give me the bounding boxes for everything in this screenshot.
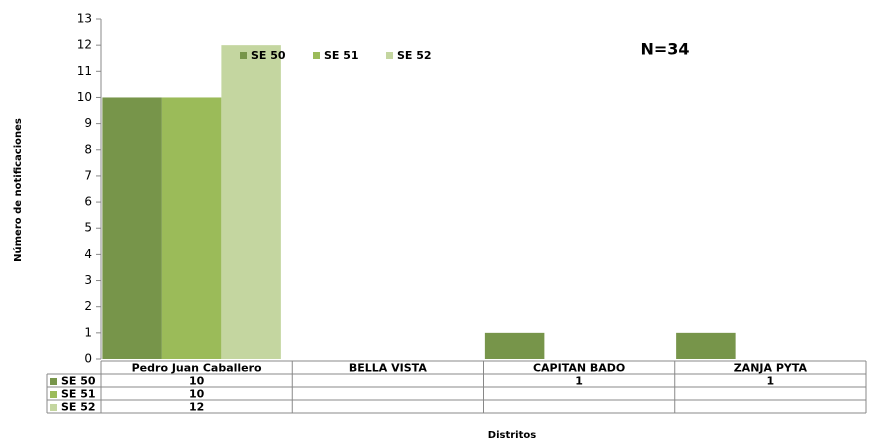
table-swatch (50, 391, 57, 398)
x-axis-title: Distritos (488, 430, 536, 441)
table-series-label: SE 51 (61, 388, 96, 401)
y-tick-label: 11 (77, 64, 92, 78)
table-value: 10 (189, 375, 205, 388)
table-swatch (50, 404, 57, 411)
x-tick-label: CAPITAN BADO (533, 362, 625, 375)
y-tick-label: 4 (84, 247, 92, 261)
y-tick-label: 8 (84, 142, 92, 156)
y-tick-label: 7 (84, 168, 92, 182)
bar (102, 97, 162, 359)
y-tick-label: 3 (84, 273, 92, 287)
y-tick-label: 2 (84, 299, 92, 313)
table-value: 12 (189, 401, 204, 414)
y-tick-label: 12 (77, 38, 92, 52)
y-tick-label: 5 (84, 221, 92, 235)
legend-label: SE 50 (251, 49, 286, 62)
bar (161, 97, 222, 359)
table-series-label: SE 52 (61, 401, 96, 414)
x-tick-label: Pedro Juan Caballero (132, 362, 262, 375)
legend-swatch (386, 52, 393, 59)
x-tick-label: BELLA VISTA (349, 362, 427, 375)
y-tick-label: 10 (77, 90, 92, 104)
bar (676, 332, 736, 359)
bar (484, 332, 545, 359)
x-tick-label: ZANJA PYTA (734, 362, 808, 375)
table-value: 1 (767, 375, 775, 388)
legend-swatch (240, 52, 247, 59)
table-swatch (50, 378, 57, 385)
y-tick-label: 9 (84, 116, 92, 130)
y-tick-label: 13 (77, 12, 92, 26)
legend-label: SE 52 (397, 49, 432, 62)
bar (221, 45, 281, 360)
table-value: 1 (575, 375, 583, 388)
y-tick-label: 0 (84, 352, 92, 366)
table-value: 10 (189, 388, 205, 401)
legend-label: SE 51 (324, 49, 359, 62)
y-tick-label: 6 (84, 195, 92, 209)
y-axis-title: Número de notificaciones (12, 118, 24, 262)
annotation: N=34 (640, 40, 689, 59)
y-tick-label: 1 (84, 325, 92, 339)
table-series-label: SE 50 (61, 375, 96, 388)
legend-swatch (313, 52, 320, 59)
